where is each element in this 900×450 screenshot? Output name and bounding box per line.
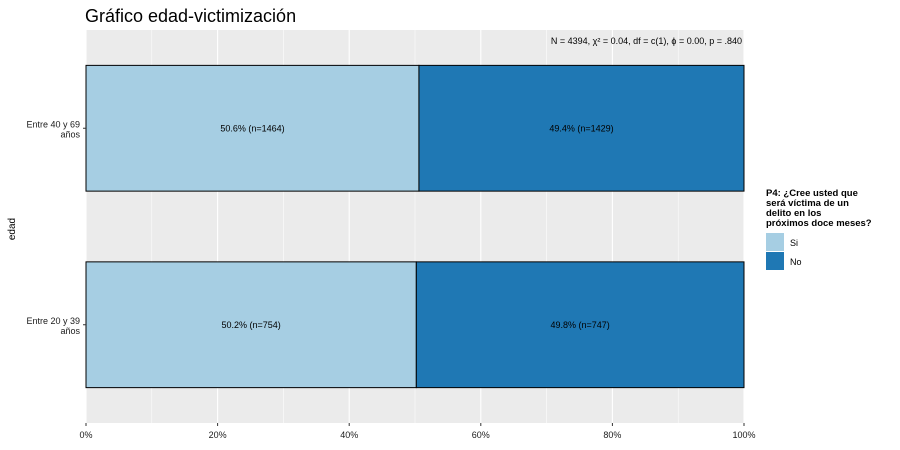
x-tick-label: 80% (603, 430, 621, 440)
legend-title: delito en los (766, 208, 821, 219)
y-tick-label: años (60, 326, 80, 336)
chart-title: Gráfico edad-victimización (85, 6, 296, 26)
bar-label: 49.8% (n=747) (551, 320, 610, 330)
x-tick-label: 20% (209, 430, 227, 440)
bar-labels: 50.6% (n=1464) 49.4% (n=1429) 50.2% (n=754… (220, 123, 613, 330)
bars (85, 64, 745, 389)
legend-title: será víctima de un (766, 198, 849, 209)
x-tick-label: 40% (340, 430, 358, 440)
legend-title: P4: ¿Cree usted que (766, 188, 858, 199)
y-axis-title: edad (7, 218, 18, 240)
x-tick-label: 100% (732, 430, 755, 440)
legend-key (766, 233, 784, 251)
legend-label: Si (790, 238, 798, 248)
y-tick-label: Entre 40 y 69 (26, 119, 80, 129)
bar (418, 64, 745, 192)
x-tick-label: 60% (472, 430, 490, 440)
x-tick-label: 0% (79, 430, 92, 440)
bar-label: 49.4% (n=1429) (549, 123, 613, 133)
x-axis: 0% 20% 40% 60% 80% 100% (79, 423, 756, 440)
y-tick-label: Entre 20 y 39 (26, 316, 80, 326)
bar (85, 261, 417, 389)
legend-key (766, 252, 784, 270)
bar (85, 64, 420, 192)
legend-title: próximos doce meses? (766, 218, 872, 229)
bar (415, 261, 745, 389)
bar-label: 50.6% (n=1464) (220, 123, 284, 133)
y-tick-label: años (60, 129, 80, 139)
stat-annotation: N = 4394, χ² = 0.04, df = c(1), ϕ = 0.00… (551, 36, 742, 46)
bar-label: 50.2% (n=754) (222, 320, 281, 330)
legend-label: No (790, 257, 802, 267)
